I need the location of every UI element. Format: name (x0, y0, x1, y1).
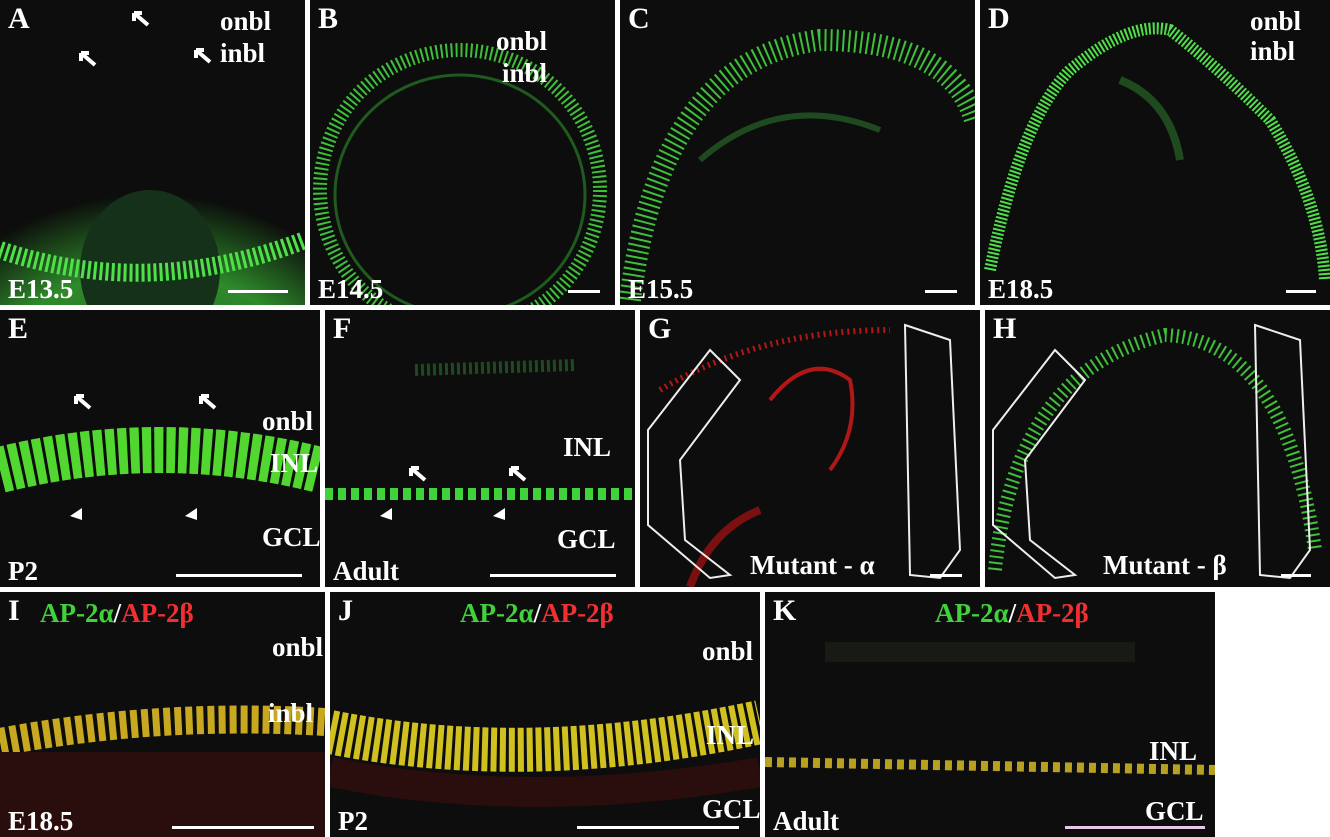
scale-bar (228, 290, 288, 293)
panel-letter: A (8, 2, 30, 35)
label: onbl (1250, 6, 1302, 36)
scale-bar (577, 826, 739, 829)
title-part: AP-2α (935, 598, 1009, 628)
panel: B onbl inbl E14.5 (310, 0, 615, 305)
label: inbl (268, 698, 314, 728)
label: E18.5 (988, 274, 1054, 304)
micrograph (765, 642, 1215, 775)
label: INL (706, 720, 755, 750)
scale-bar (176, 574, 302, 577)
title-part: / (1008, 598, 1017, 628)
label: E13.5 (8, 274, 74, 304)
panel: K AP-2α/AP-2β INL GCL Adult (765, 592, 1215, 837)
micrograph (620, 28, 975, 302)
panel: D onbl inbl E18.5 (980, 0, 1330, 305)
label: E14.5 (318, 274, 384, 304)
panel: H Mutant - β (985, 310, 1330, 587)
panel-title: AP-2α/AP-2β (40, 600, 194, 627)
label: GCL (1145, 796, 1204, 826)
micrograph (313, 43, 607, 305)
panel-letter: K (773, 594, 797, 627)
title-part: AP-2β (121, 598, 194, 628)
scale-bar (925, 290, 957, 293)
label: onbl (220, 6, 272, 36)
micrograph (0, 11, 305, 305)
micrograph (988, 323, 1322, 580)
label: GCL (557, 524, 616, 554)
panel: C E15.5 (620, 0, 975, 305)
panel-letter: F (333, 312, 352, 345)
title-part: AP-2α (40, 598, 114, 628)
title-part: / (113, 598, 122, 628)
micrograph (325, 359, 635, 520)
label: INL (563, 432, 612, 462)
panel: A onbl inbl E13.5 (0, 0, 305, 305)
scale-bar (172, 826, 314, 829)
scale-bar (1281, 574, 1311, 577)
scale-bar (490, 574, 616, 577)
panel: I AP-2α/AP-2β onbl inbl E18.5 (0, 592, 325, 837)
label: INL (270, 448, 319, 478)
panel-letter: C (628, 2, 650, 35)
label: Adult (773, 806, 840, 836)
micrograph (0, 705, 325, 837)
label: inbl (1250, 36, 1296, 66)
panel-letter: I (8, 594, 20, 627)
label: inbl (502, 58, 548, 88)
label: P2 (338, 806, 368, 836)
title-part: AP-2β (541, 598, 614, 628)
panel-letter: B (318, 2, 339, 35)
micrograph (984, 22, 1330, 281)
panel-letter: D (988, 2, 1010, 35)
label: Mutant - α (750, 550, 875, 580)
panel-title: AP-2α/AP-2β (935, 600, 1089, 627)
label: P2 (8, 556, 38, 586)
label: Mutant - β (1103, 550, 1227, 580)
panel-letter: H (993, 312, 1017, 345)
label: INL (1149, 736, 1198, 766)
micrograph (330, 700, 760, 807)
panel: E onbl INL GCL P2 (0, 310, 320, 587)
label: onbl (262, 406, 314, 436)
scale-bar (1065, 826, 1205, 829)
label: E15.5 (628, 274, 694, 304)
micrograph (0, 394, 320, 520)
micrograph (647, 323, 962, 587)
label: GCL (702, 794, 760, 824)
title-part: / (533, 598, 542, 628)
label: E18.5 (8, 806, 74, 836)
scale-bar (930, 574, 962, 577)
label: Adult (333, 556, 400, 586)
label: onbl (496, 26, 548, 56)
panel-letter: G (648, 312, 672, 345)
label: inbl (220, 38, 266, 68)
panel: F INL GCL Adult (325, 310, 635, 587)
label: GCL (262, 522, 320, 552)
title-part: AP-2α (460, 598, 534, 628)
label: onbl (272, 632, 324, 662)
label: onbl (702, 636, 754, 666)
panel-letter: E (8, 312, 29, 345)
panel: J AP-2α/AP-2β onbl INL GCL P2 (330, 592, 760, 837)
panel-title: AP-2α/AP-2β (460, 600, 614, 627)
panel: G Mutant - α (640, 310, 980, 587)
scale-bar (1286, 290, 1316, 293)
title-part: AP-2β (1016, 598, 1089, 628)
scale-bar (568, 290, 600, 293)
panel-letter: J (338, 594, 353, 627)
